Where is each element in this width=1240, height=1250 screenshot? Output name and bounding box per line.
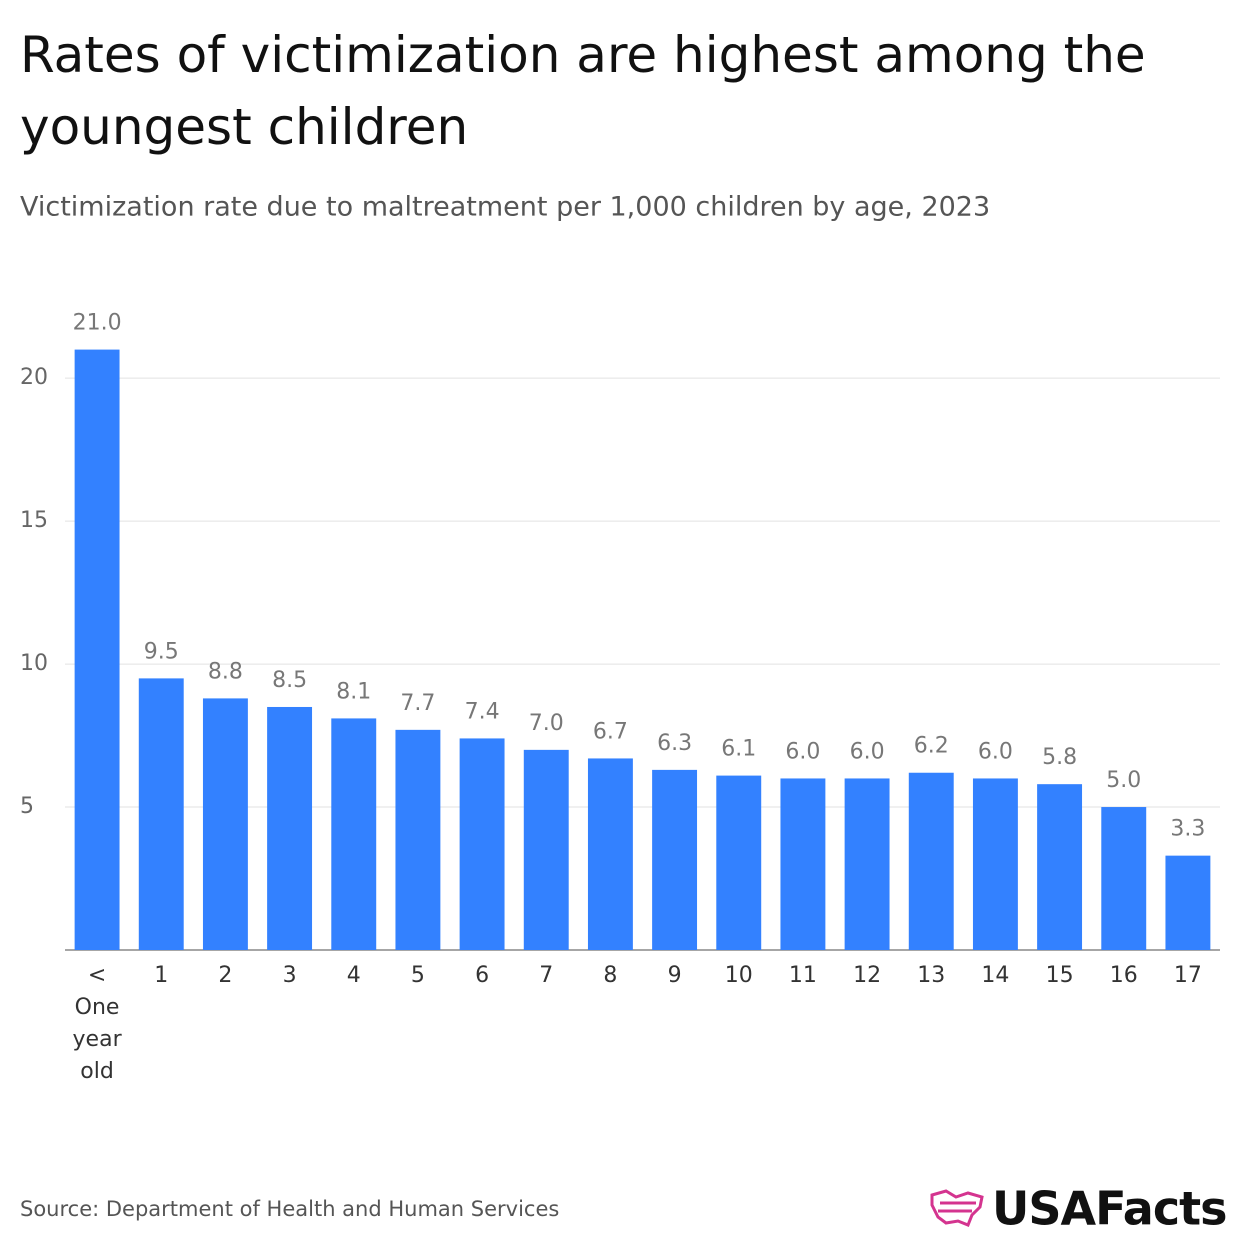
bar — [1101, 807, 1147, 950]
bar — [1037, 784, 1083, 950]
bar — [972, 778, 1018, 950]
value-label: 6.0 — [978, 739, 1013, 764]
value-label: 6.0 — [785, 739, 820, 764]
bar — [202, 698, 248, 950]
chart-title: Rates of victimization are highest among… — [20, 26, 1146, 156]
bar — [652, 769, 698, 950]
bar — [459, 738, 505, 950]
value-label: 7.0 — [529, 711, 564, 736]
x-tick-label: 3 — [283, 963, 297, 988]
bar — [138, 678, 184, 950]
bar — [587, 758, 633, 950]
x-tick-label: < One year old — [73, 963, 123, 1084]
value-label: 6.1 — [721, 737, 756, 762]
value-label: 9.5 — [144, 639, 179, 664]
bar — [395, 729, 441, 950]
x-tick-label: 13 — [917, 963, 945, 988]
bar — [74, 349, 120, 950]
source: Source: Department of Health and Human S… — [20, 1197, 559, 1221]
bar — [780, 778, 826, 950]
bar — [267, 706, 313, 950]
x-tick-label: 14 — [981, 963, 1009, 988]
value-label: 7.4 — [465, 699, 500, 724]
value-label: 6.3 — [657, 731, 692, 756]
x-tick-label: 6 — [475, 963, 489, 988]
x-tick-label: 1 — [154, 963, 168, 988]
value-label: 21.0 — [73, 311, 122, 336]
chart-subtitle: Victimization rate due to maltreatment p… — [20, 192, 990, 223]
bar — [908, 772, 954, 950]
value-label: 5.8 — [1042, 745, 1077, 770]
x-tick-label: 7 — [539, 963, 553, 988]
bar — [844, 778, 890, 950]
value-label: 6.7 — [593, 719, 628, 744]
x-tick-label: 5 — [411, 963, 425, 988]
bar — [523, 749, 569, 950]
value-label: 6.2 — [914, 734, 949, 759]
value-label: 8.8 — [208, 659, 243, 684]
bar — [1165, 855, 1211, 950]
x-tick-label: 12 — [853, 963, 881, 988]
x-tick-label: 10 — [725, 963, 753, 988]
value-label: 6.0 — [850, 739, 885, 764]
y-tick-label: 20 — [20, 365, 48, 390]
x-tick-label: 17 — [1174, 963, 1202, 988]
x-tick-label: 8 — [603, 963, 617, 988]
x-tick-label: 2 — [218, 963, 232, 988]
x-tick-label: 9 — [668, 963, 682, 988]
logo: USAFacts — [992, 1182, 1227, 1236]
bar — [716, 775, 762, 950]
y-tick-label: 10 — [20, 651, 48, 676]
y-tick-label: 5 — [20, 794, 34, 819]
value-label: 3.3 — [1170, 817, 1205, 842]
value-label: 7.7 — [400, 691, 435, 716]
value-label: 8.1 — [336, 679, 371, 704]
bar — [331, 718, 377, 950]
x-tick-label: 11 — [789, 963, 817, 988]
x-tick-label: 16 — [1110, 963, 1138, 988]
logo-icon — [930, 1189, 984, 1227]
value-label: 8.5 — [272, 668, 307, 693]
value-label: 5.0 — [1106, 768, 1141, 793]
x-tick-label: 15 — [1046, 963, 1074, 988]
x-tick-label: 4 — [347, 963, 361, 988]
y-tick-label: 15 — [20, 508, 48, 533]
